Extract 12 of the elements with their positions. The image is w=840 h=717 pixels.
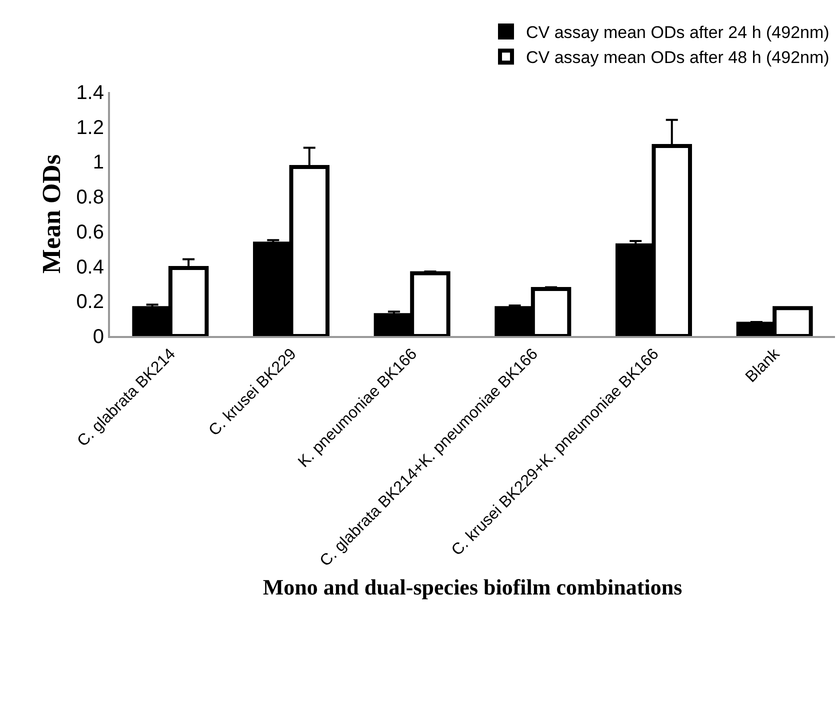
y-tick-label: 0.4 bbox=[76, 256, 104, 278]
y-axis-title: Mean ODs bbox=[37, 154, 66, 274]
y-tick-label: 1 bbox=[92, 152, 104, 174]
y-tick-label: 1.2 bbox=[76, 116, 104, 139]
y-tick-label: 0.8 bbox=[76, 186, 104, 209]
legend-label: CV assay mean ODs after 48 h (492nm) bbox=[526, 48, 830, 68]
x-axis-title: Mono and dual-species biofilm combinations bbox=[262, 574, 683, 600]
y-tick-label: 1.4 bbox=[76, 82, 104, 104]
y-tick-label: 0.6 bbox=[76, 221, 104, 244]
y-tick-label: 0.2 bbox=[76, 291, 104, 314]
y-tick-label: 0 bbox=[92, 326, 104, 348]
legend-label: CV assay mean ODs after 24 h (492nm) bbox=[526, 23, 830, 42]
